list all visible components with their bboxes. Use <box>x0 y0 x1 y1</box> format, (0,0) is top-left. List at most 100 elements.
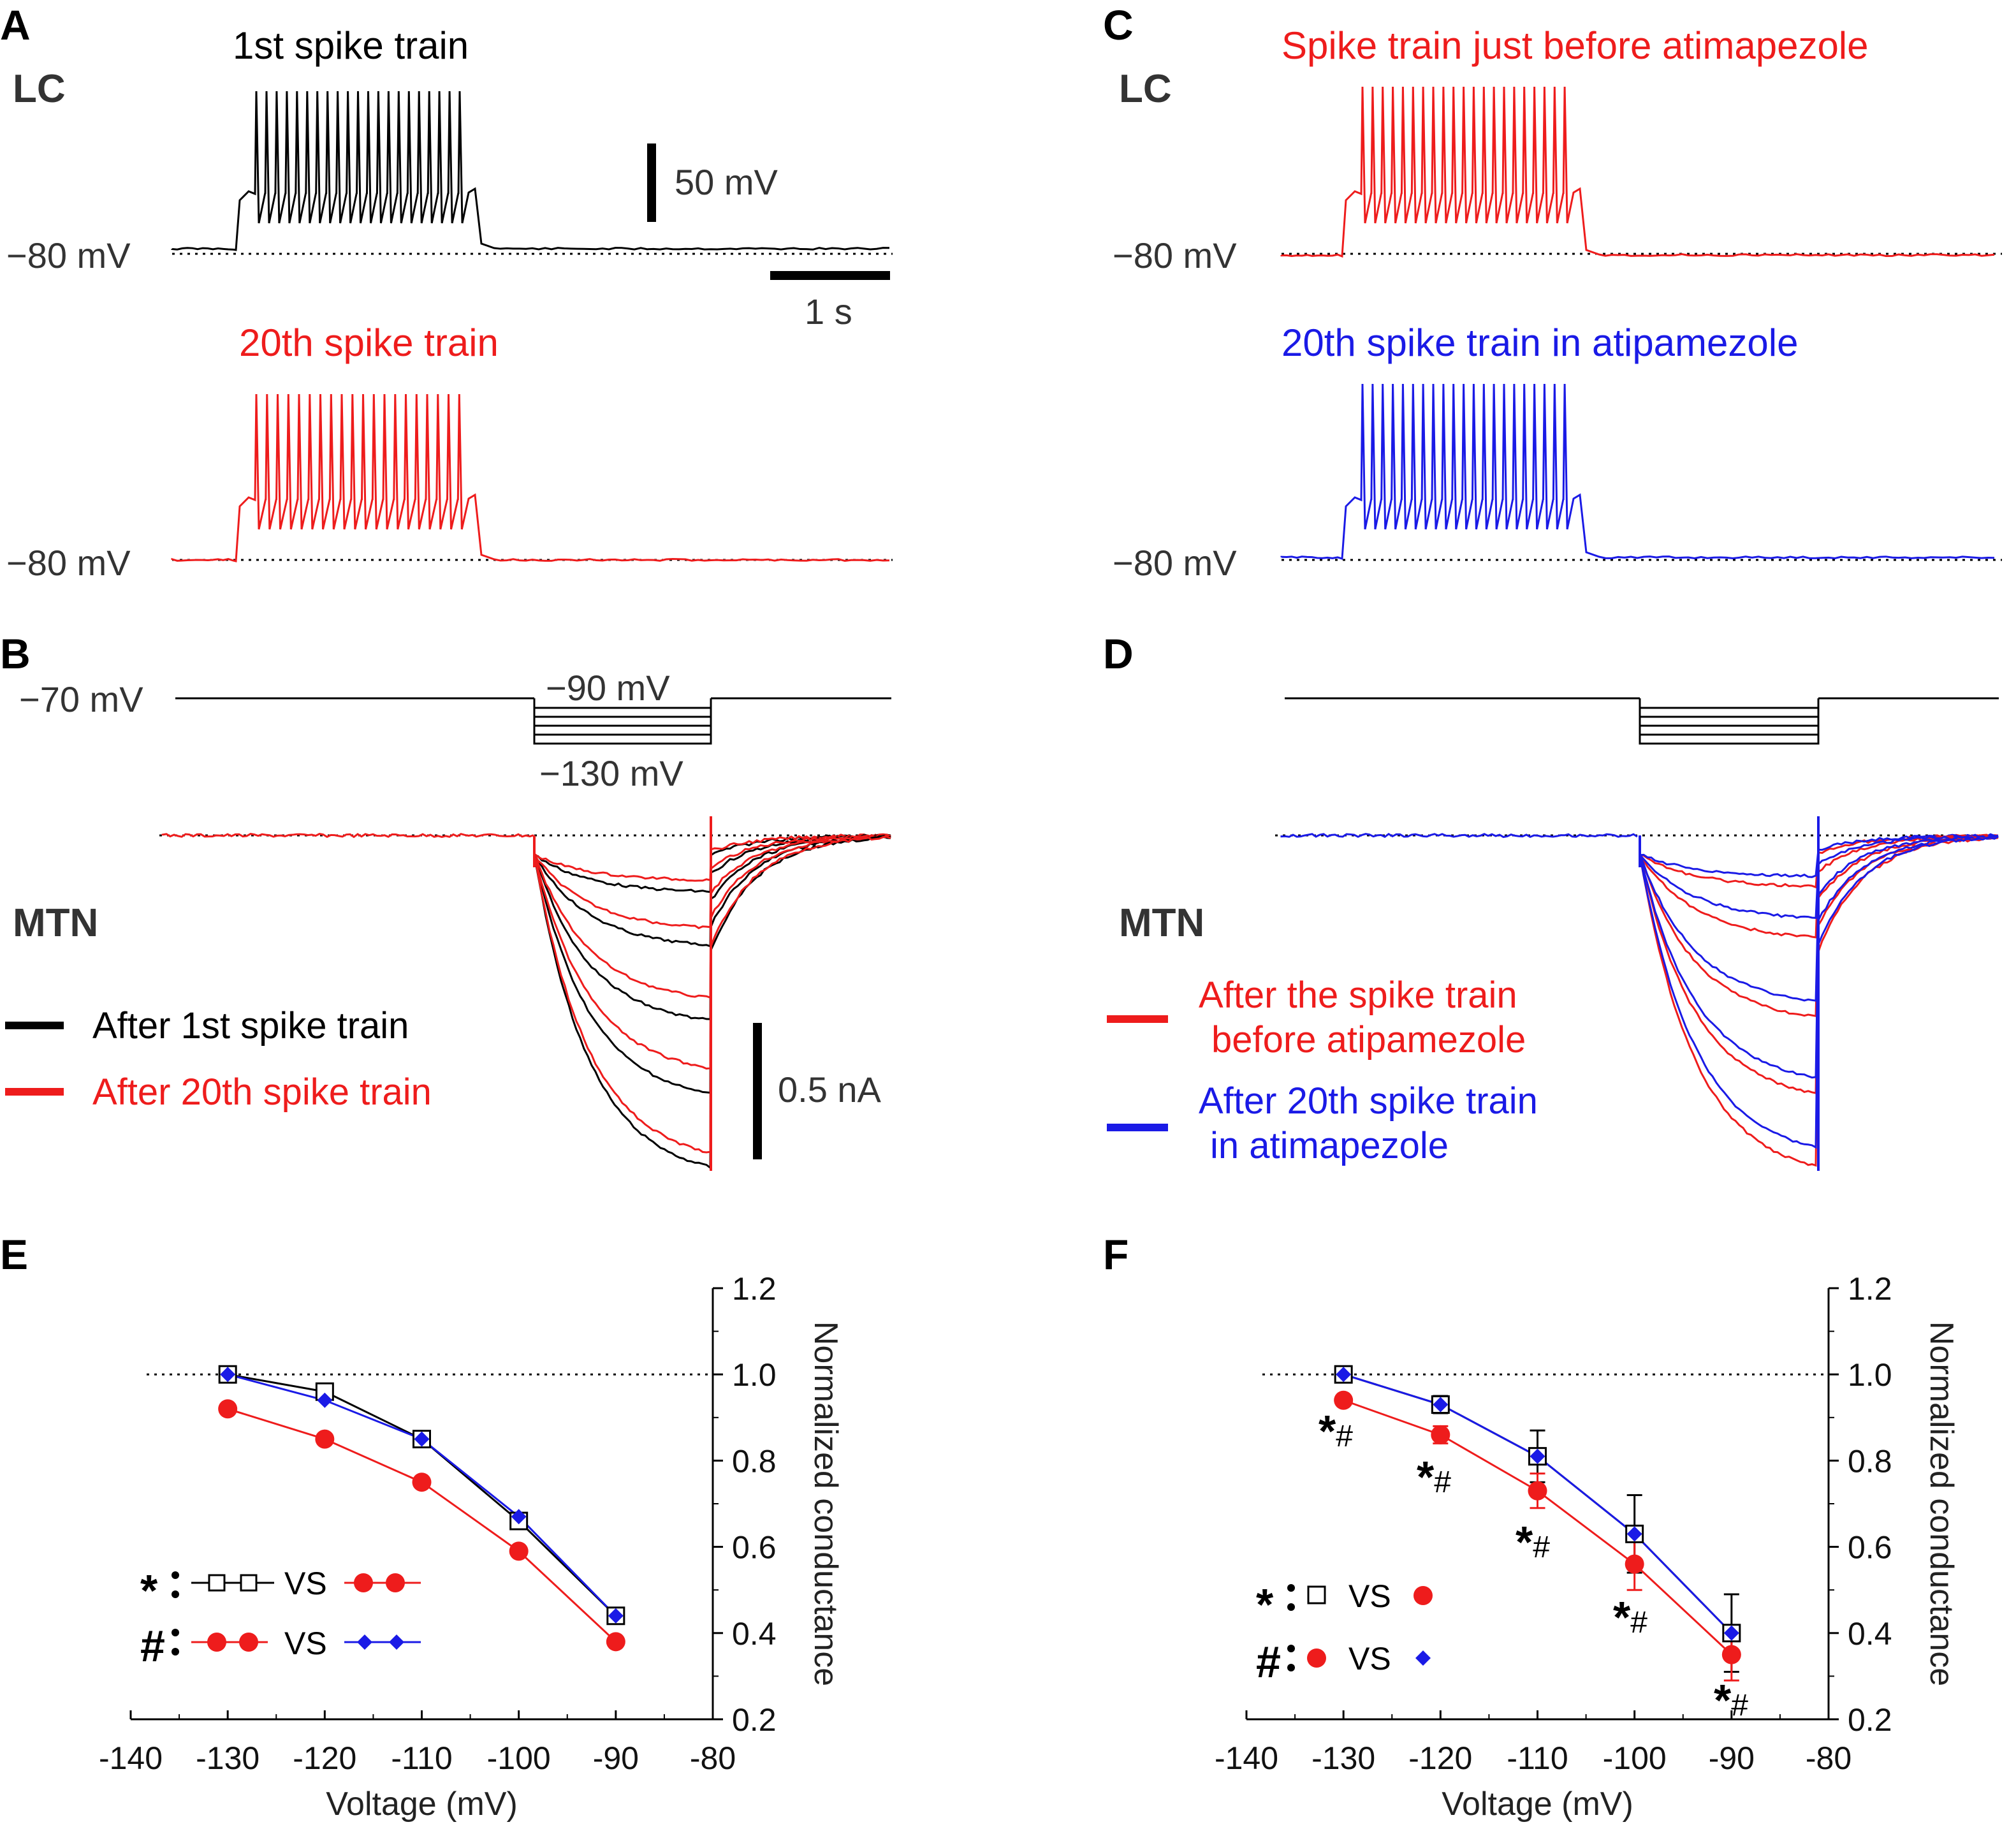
region-label-lc-c: LC <box>1119 67 1172 111</box>
y-tick-label: 0.4 <box>732 1616 777 1652</box>
y-tick-label: 1.2 <box>732 1271 777 1307</box>
key-f-red-circle <box>1307 1648 1326 1668</box>
region-label-mtn-b: MTN <box>13 901 98 945</box>
rest-label-c2: −80 mV <box>1113 543 1237 583</box>
data-point <box>1625 1554 1644 1574</box>
key-e-blue-diamond <box>389 1634 404 1650</box>
x-tick-label: -140 <box>99 1740 163 1776</box>
key-e-red-circle <box>239 1633 258 1652</box>
panel-label-a: A <box>0 1 31 48</box>
current-trace <box>533 835 891 1170</box>
current-trace <box>533 833 891 893</box>
current-trace <box>1280 832 1638 839</box>
region-label-mtn-d: MTN <box>1119 901 1204 945</box>
step-top-label: −90 mV <box>546 668 670 708</box>
data-point <box>1528 1481 1547 1501</box>
y-tick-label: 0.8 <box>1848 1443 1892 1479</box>
y-tick-label: 0.6 <box>732 1530 777 1566</box>
x-tick-label: -90 <box>1709 1740 1755 1776</box>
significance-mark: *# <box>1318 1406 1353 1456</box>
data-point <box>414 1431 430 1447</box>
key-f-red-circle <box>1413 1586 1433 1605</box>
key-e-colon-dot <box>172 1571 179 1579</box>
x-axis-label: Voltage (mV) <box>1442 1786 1633 1823</box>
key-f-vs-2: VS <box>1348 1641 1391 1677</box>
x-tick-label: -110 <box>1507 1740 1568 1776</box>
key-e-colon-dot <box>172 1629 179 1636</box>
legend-label-d-1b: before atipamezole <box>1211 1019 1526 1061</box>
key-f-vs-1: VS <box>1348 1578 1391 1614</box>
panel-d: D MTN After the spike train before atipa… <box>1103 630 2002 1171</box>
key-e: * # VS VS <box>140 1566 421 1671</box>
panel-label-d: D <box>1103 630 1134 677</box>
key-f-blue-diamond <box>1415 1650 1431 1666</box>
x-tick-label: -80 <box>690 1740 736 1776</box>
rest-label-c1: −80 mV <box>1113 235 1237 275</box>
panel-f: F -140 -130 -120 -110 -100 -90 -800.2 0.4 0.6 0.8… <box>1103 1231 1960 1823</box>
x-tick-label: -130 <box>196 1740 259 1776</box>
key-f-colon-dot <box>1287 1664 1295 1671</box>
panel-c: C LC Spike train just before atimapezole… <box>1103 1 2002 583</box>
legend-b: After 1st spike train After 20th spike t… <box>5 1005 432 1113</box>
key-e-red-circle <box>354 1573 373 1592</box>
significance-mark: *# <box>1417 1452 1451 1502</box>
key-f: * # VS VS <box>1256 1578 1433 1687</box>
panel-a: A LC 1st spike train 20th spike train −8… <box>0 1 893 583</box>
data-point <box>608 1608 624 1624</box>
key-e-colon-dot <box>172 1590 179 1598</box>
x-tick-label: -100 <box>487 1740 551 1776</box>
key-f-symbol-2: # <box>1256 1637 1281 1687</box>
key-f-colon-dot <box>1287 1645 1295 1652</box>
rest-label-a1: −80 mV <box>6 235 131 275</box>
x-tick-label: -130 <box>1311 1740 1375 1776</box>
data-point <box>1626 1526 1642 1542</box>
legend-label-d-2b: in atimapezole <box>1210 1125 1449 1166</box>
data-point <box>606 1632 625 1652</box>
y-tick-label: 0.2 <box>732 1702 777 1738</box>
data-point <box>1721 1645 1741 1664</box>
y-tick-label: 1.2 <box>1848 1271 1892 1307</box>
x-axis-label: Voltage (mV) <box>326 1786 518 1823</box>
spike-train-trace-a1 <box>171 91 890 251</box>
x-tick-label: -100 <box>1603 1740 1667 1776</box>
legend-label-b-1: After 1st spike train <box>92 1005 409 1046</box>
panel-label-b: B <box>0 630 31 677</box>
current-scale-label: 0.5 nA <box>778 1069 882 1110</box>
significance-mark: *# <box>1516 1517 1550 1567</box>
current-traces-d <box>1280 816 1999 1171</box>
data-point <box>1336 1367 1352 1383</box>
voltage-step-protocol-b <box>175 697 891 745</box>
data-point <box>317 1392 333 1408</box>
chart-e: -140 -130 -120 -110 -100 -90 -800.2 0.4 0.6 0.8 1.… <box>99 1271 844 1823</box>
voltage-step-protocol-d <box>1285 697 1999 745</box>
key-e-symbol-1: * <box>140 1566 158 1615</box>
panel-b: B −70 mV −90 mV −130 mV MTN After 1st sp… <box>0 630 893 1171</box>
legend-label-b-2: After 20th spike train <box>92 1071 432 1113</box>
y-tick-label: 0.8 <box>732 1443 777 1479</box>
legend-label-d-1a: After the spike train <box>1199 974 1517 1016</box>
significance-mark: *# <box>1714 1675 1748 1725</box>
capacitive-transient <box>1639 816 1820 1171</box>
holding-voltage-label: −70 mV <box>19 679 143 719</box>
key-e-symbol-2: # <box>140 1621 165 1671</box>
key-f-colon-dot <box>1287 1603 1295 1611</box>
key-f-colon-dot <box>1287 1584 1295 1592</box>
time-scale-label: 1 s <box>805 291 852 332</box>
y-axis-label: Normalized conductance <box>807 1321 844 1686</box>
key-f-open-square <box>1307 1585 1326 1604</box>
key-e-red-circle <box>386 1573 405 1592</box>
x-tick-label: -120 <box>1408 1740 1472 1776</box>
step-bottom-label: −130 mV <box>539 753 683 793</box>
capacitive-transient <box>533 816 712 1171</box>
key-e-blue-diamond <box>357 1634 372 1650</box>
panel-label-f: F <box>1103 1231 1129 1278</box>
panel-label-c: C <box>1103 1 1134 48</box>
key-e-open-square <box>240 1574 258 1592</box>
data-point <box>1723 1625 1739 1641</box>
spike-train-trace-c2 <box>1280 383 1995 560</box>
key-e-colon-dot <box>172 1648 179 1656</box>
key-e-vs-2: VS <box>284 1626 327 1661</box>
key-e-vs-1: VS <box>284 1566 327 1601</box>
legend-d: After the spike train before atipamezole… <box>1107 974 1538 1166</box>
